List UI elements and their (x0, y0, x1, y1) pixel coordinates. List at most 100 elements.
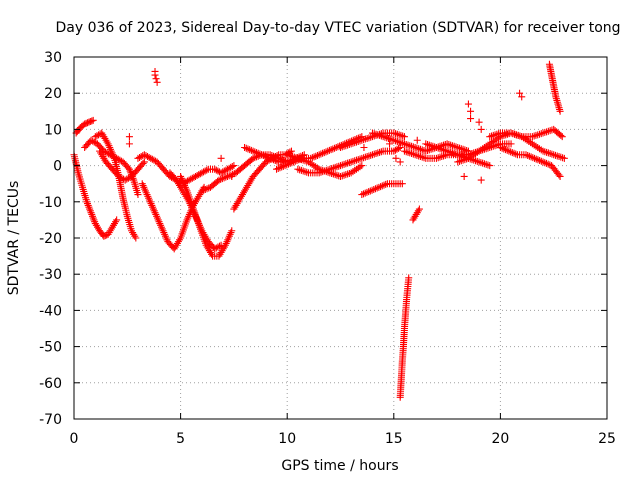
data-point (475, 158, 483, 166)
data-point (438, 145, 446, 153)
data-point (372, 130, 380, 138)
data-point (486, 133, 494, 141)
data-point (398, 180, 406, 188)
data-point (482, 160, 490, 168)
data-point (514, 131, 522, 139)
data-point (338, 143, 346, 151)
data-point (352, 165, 360, 173)
data-point (376, 131, 384, 139)
data-point (326, 165, 334, 173)
data-point (344, 170, 352, 178)
data-point (345, 140, 353, 148)
data-point (329, 170, 337, 178)
data-point (480, 160, 488, 168)
data-point (203, 185, 211, 193)
data-point (371, 185, 379, 193)
data-point (484, 141, 492, 149)
data-point (329, 164, 337, 172)
data-point (463, 155, 471, 163)
data-point (228, 163, 236, 171)
data-point (456, 144, 464, 152)
y-tick-label: -50 (39, 340, 62, 356)
data-point (392, 130, 400, 138)
data-point (532, 131, 540, 139)
data-point (516, 89, 524, 97)
data-point (404, 148, 412, 156)
x-tick-label: 20 (491, 431, 509, 447)
x-tick-label: 10 (278, 431, 296, 447)
data-point (477, 176, 485, 184)
data-point (216, 242, 224, 250)
data-point (396, 158, 404, 166)
data-point (399, 139, 407, 147)
data-point (454, 144, 462, 151)
data-point (555, 171, 563, 179)
data-point (356, 155, 364, 163)
data-point (532, 142, 540, 150)
data-point (331, 144, 339, 152)
data-point (456, 157, 464, 165)
data-point (214, 167, 222, 175)
data-point (301, 157, 309, 165)
data-point (241, 144, 249, 151)
data-point (358, 162, 366, 170)
data-point (337, 144, 344, 151)
data-point (377, 148, 385, 156)
data-point (375, 183, 383, 191)
data-point (452, 143, 460, 151)
data-point (507, 129, 515, 137)
data-point (337, 162, 344, 170)
data-point (424, 147, 432, 155)
data-point (198, 187, 206, 195)
data-point (559, 154, 567, 162)
data-point (459, 156, 467, 164)
data-point (479, 145, 487, 153)
data-point (372, 150, 380, 158)
data-point (557, 153, 565, 161)
data-point (342, 171, 350, 179)
data-point (390, 129, 398, 137)
data-point (543, 128, 551, 136)
data-point (303, 157, 311, 165)
data-point (301, 168, 309, 176)
y-tick-label: -10 (39, 195, 62, 211)
data-point (413, 151, 421, 159)
data-point (287, 152, 295, 160)
data-point (395, 131, 403, 139)
data-point (201, 185, 209, 193)
data-point (244, 145, 252, 153)
data-point (370, 150, 378, 158)
data-point (342, 142, 350, 150)
data-point (263, 153, 271, 161)
data-point (331, 163, 339, 171)
data-point (325, 146, 333, 154)
data-point (380, 181, 388, 189)
data-point (493, 130, 501, 138)
y-tick-label: 30 (44, 50, 62, 66)
plot-frame (73, 56, 608, 420)
data-point (393, 130, 401, 138)
data-point (498, 144, 506, 152)
data-point (299, 156, 307, 164)
data-point (303, 168, 311, 176)
y-tick-label: -60 (39, 376, 62, 392)
data-point (283, 161, 291, 169)
data-point (377, 183, 385, 191)
data-point (409, 150, 417, 158)
data-point (220, 174, 228, 182)
data-point (395, 138, 403, 146)
data-point (512, 131, 520, 139)
data-point (313, 151, 321, 159)
data-point (344, 141, 352, 149)
data-point (400, 147, 408, 155)
data-point (370, 185, 378, 193)
data-point (472, 157, 480, 165)
data-point (268, 155, 276, 163)
data-point (534, 156, 542, 164)
data-point (432, 144, 440, 151)
data-point (367, 133, 375, 141)
data-point (402, 140, 410, 148)
data-point (404, 141, 412, 149)
data-point (507, 148, 515, 156)
